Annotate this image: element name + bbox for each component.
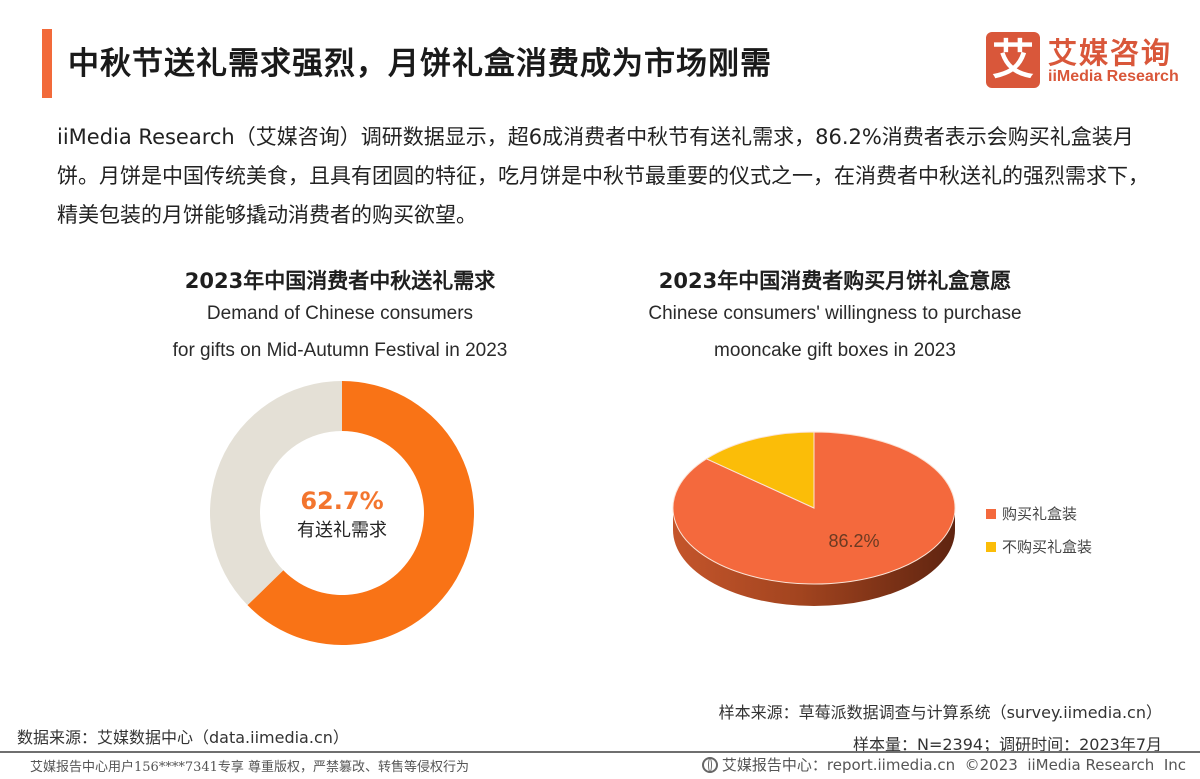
- pie3d-legend: 购买礼盒装 不购买礼盒装: [986, 497, 1092, 563]
- logo-mark-icon: 艾: [986, 32, 1040, 88]
- donut-title-en-2: for gifts on Mid-Autumn Festival in 2023: [172, 340, 508, 361]
- brand-logo: 艾 艾媒咨询 iiMedia Research: [986, 32, 1186, 92]
- pie3d-title-en-1: Chinese consumers' willingness to purcha…: [648, 303, 1022, 324]
- donut-slice: [247, 381, 474, 645]
- donut-title-en-1: Demand of Chinese consumers: [206, 303, 474, 324]
- legend-swatch-buy: [986, 508, 996, 519]
- legend-item-not-buy: 不购买礼盒装: [986, 530, 1092, 563]
- legend-label-buy: 购买礼盒装: [1002, 505, 1078, 523]
- pie3d-chart-title: 2023年中国消费者购买月饼礼盒意愿 Chinese consumers' wi…: [600, 266, 1070, 370]
- pie3d-side: [673, 508, 955, 606]
- footer-report-link[interactable]: 艾媒报告中心：report.iimedia.cn ©2023 iiMedia R…: [721, 756, 1186, 774]
- donut-chart: 62.7% 有送礼需求: [209, 381, 474, 645]
- footer-copyright-notice: 艾媒报告中心用户156****7341专享 尊重版权，严禁篡改、转售等侵权行为: [30, 760, 470, 775]
- legend-label-not-buy: 不购买礼盒装: [1002, 538, 1093, 556]
- title-accent-bar: [42, 29, 52, 98]
- pie3d-title-cn: 2023年中国消费者购买月饼礼盒意愿: [658, 269, 1012, 293]
- logo-name-cn: 艾媒咨询: [1048, 36, 1173, 70]
- legend-swatch-not-buy: [986, 541, 996, 552]
- intro-paragraph: iiMedia Research（艾媒咨询）调研数据显示，超6成消费者中秋节有送…: [57, 125, 1149, 227]
- donut-center-value: 62.7%: [300, 487, 383, 515]
- donut-title-cn: 2023年中国消费者中秋送礼需求: [184, 269, 496, 293]
- pie3d-slice: [705, 431, 815, 509]
- footer-report-center: 艾媒报告中心：report.iimedia.cn ©2023 iiMedia R…: [701, 754, 1186, 775]
- footer-divider: [0, 751, 1200, 753]
- globe-icon: [701, 756, 718, 773]
- pie3d-slice-label: 86.2%: [828, 531, 879, 551]
- donut-slice: [209, 381, 342, 606]
- legend-item-buy: 购买礼盒装: [986, 497, 1092, 530]
- donut-center-label: 有送礼需求: [297, 520, 387, 541]
- page-title: 中秋节送礼需求强烈，月饼礼盒消费成为市场刚需: [68, 46, 772, 82]
- data-source: 数据来源：艾媒数据中心（data.iimedia.cn）: [17, 728, 349, 747]
- sample-info-block: 样本来源：草莓派数据调查与计算系统（survey.iimedia.cn） 样本量…: [719, 697, 1162, 761]
- pie3d-title-en-2: mooncake gift boxes in 2023: [714, 340, 956, 361]
- sample-source: 样本来源：草莓派数据调查与计算系统（survey.iimedia.cn）: [718, 703, 1162, 722]
- pie3d-chart: 86.2%: [672, 431, 956, 606]
- sample-size-and-date: 样本量：N=2394；调研时间：2023年7月: [853, 735, 1162, 754]
- donut-chart-title: 2023年中国消费者中秋送礼需求 Demand of Chinese consu…: [120, 266, 560, 370]
- logo-name-en: iiMedia Research: [1048, 68, 1179, 85]
